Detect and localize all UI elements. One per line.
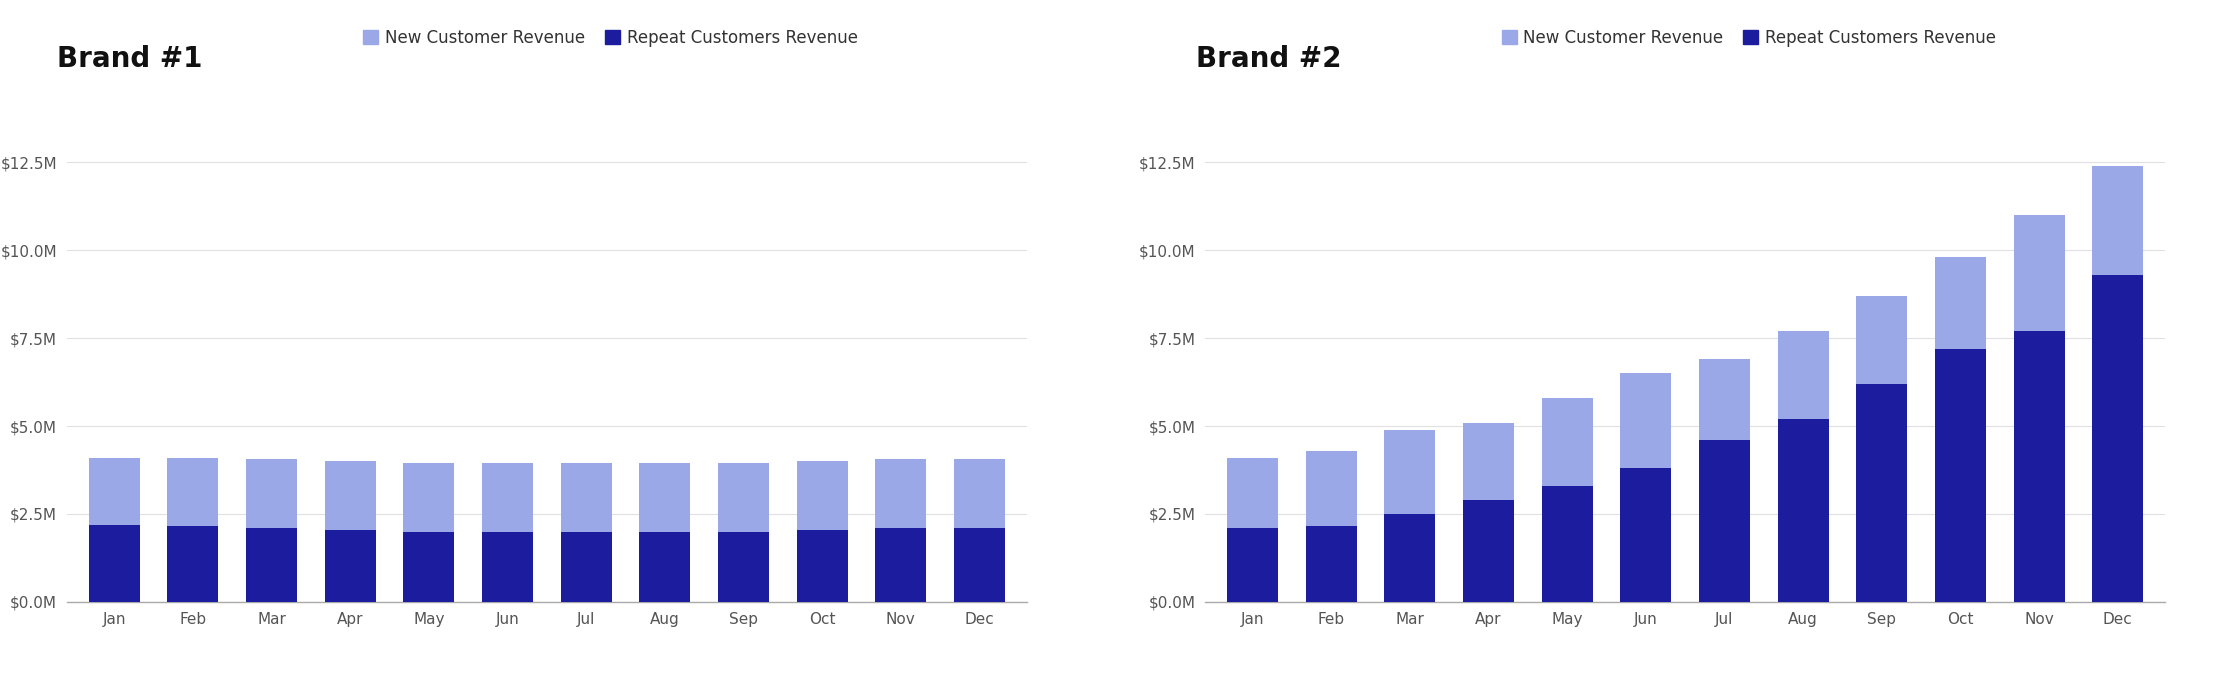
Bar (1462, 423, 1513, 500)
Bar (1777, 419, 1828, 602)
Bar (797, 530, 848, 602)
Bar (2013, 331, 2065, 602)
Bar (1857, 296, 1908, 384)
Bar (797, 461, 848, 530)
Bar (1228, 528, 1279, 602)
Bar (638, 463, 690, 531)
Bar (953, 528, 1004, 602)
Bar (1228, 458, 1279, 528)
Bar (560, 531, 612, 602)
Bar (1384, 430, 1435, 514)
Text: Brand #1: Brand #1 (58, 45, 203, 73)
Bar (2013, 215, 2065, 331)
Bar (875, 460, 926, 528)
Bar (1542, 398, 1594, 486)
Bar (324, 461, 375, 530)
Bar (246, 460, 297, 528)
Bar (1699, 359, 1750, 440)
Bar (89, 458, 141, 525)
Bar (246, 528, 297, 602)
Legend: New Customer Revenue, Repeat Customers Revenue: New Customer Revenue, Repeat Customers R… (364, 29, 857, 47)
Bar (1306, 526, 1357, 602)
Bar (1620, 373, 1672, 469)
Bar (1699, 440, 1750, 602)
Text: Brand #2: Brand #2 (1196, 45, 1341, 73)
Bar (324, 530, 375, 602)
Bar (875, 528, 926, 602)
Bar (1462, 500, 1513, 602)
Bar (1935, 349, 1986, 602)
Bar (953, 460, 1004, 528)
Bar (1542, 486, 1594, 602)
Bar (167, 526, 219, 602)
Bar (719, 463, 770, 531)
Bar (1777, 331, 1828, 419)
Bar (1620, 469, 1672, 602)
Bar (167, 458, 219, 526)
Bar (1857, 384, 1908, 602)
Bar (1935, 257, 1986, 349)
Bar (560, 463, 612, 531)
Bar (2091, 275, 2143, 602)
Bar (2091, 166, 2143, 275)
Bar (482, 463, 533, 531)
Bar (1306, 451, 1357, 526)
Bar (1384, 514, 1435, 602)
Bar (89, 525, 141, 602)
Legend: New Customer Revenue, Repeat Customers Revenue: New Customer Revenue, Repeat Customers R… (1502, 29, 1995, 47)
Bar (404, 531, 455, 602)
Bar (719, 531, 770, 602)
Bar (638, 531, 690, 602)
Bar (404, 463, 455, 531)
Bar (482, 531, 533, 602)
